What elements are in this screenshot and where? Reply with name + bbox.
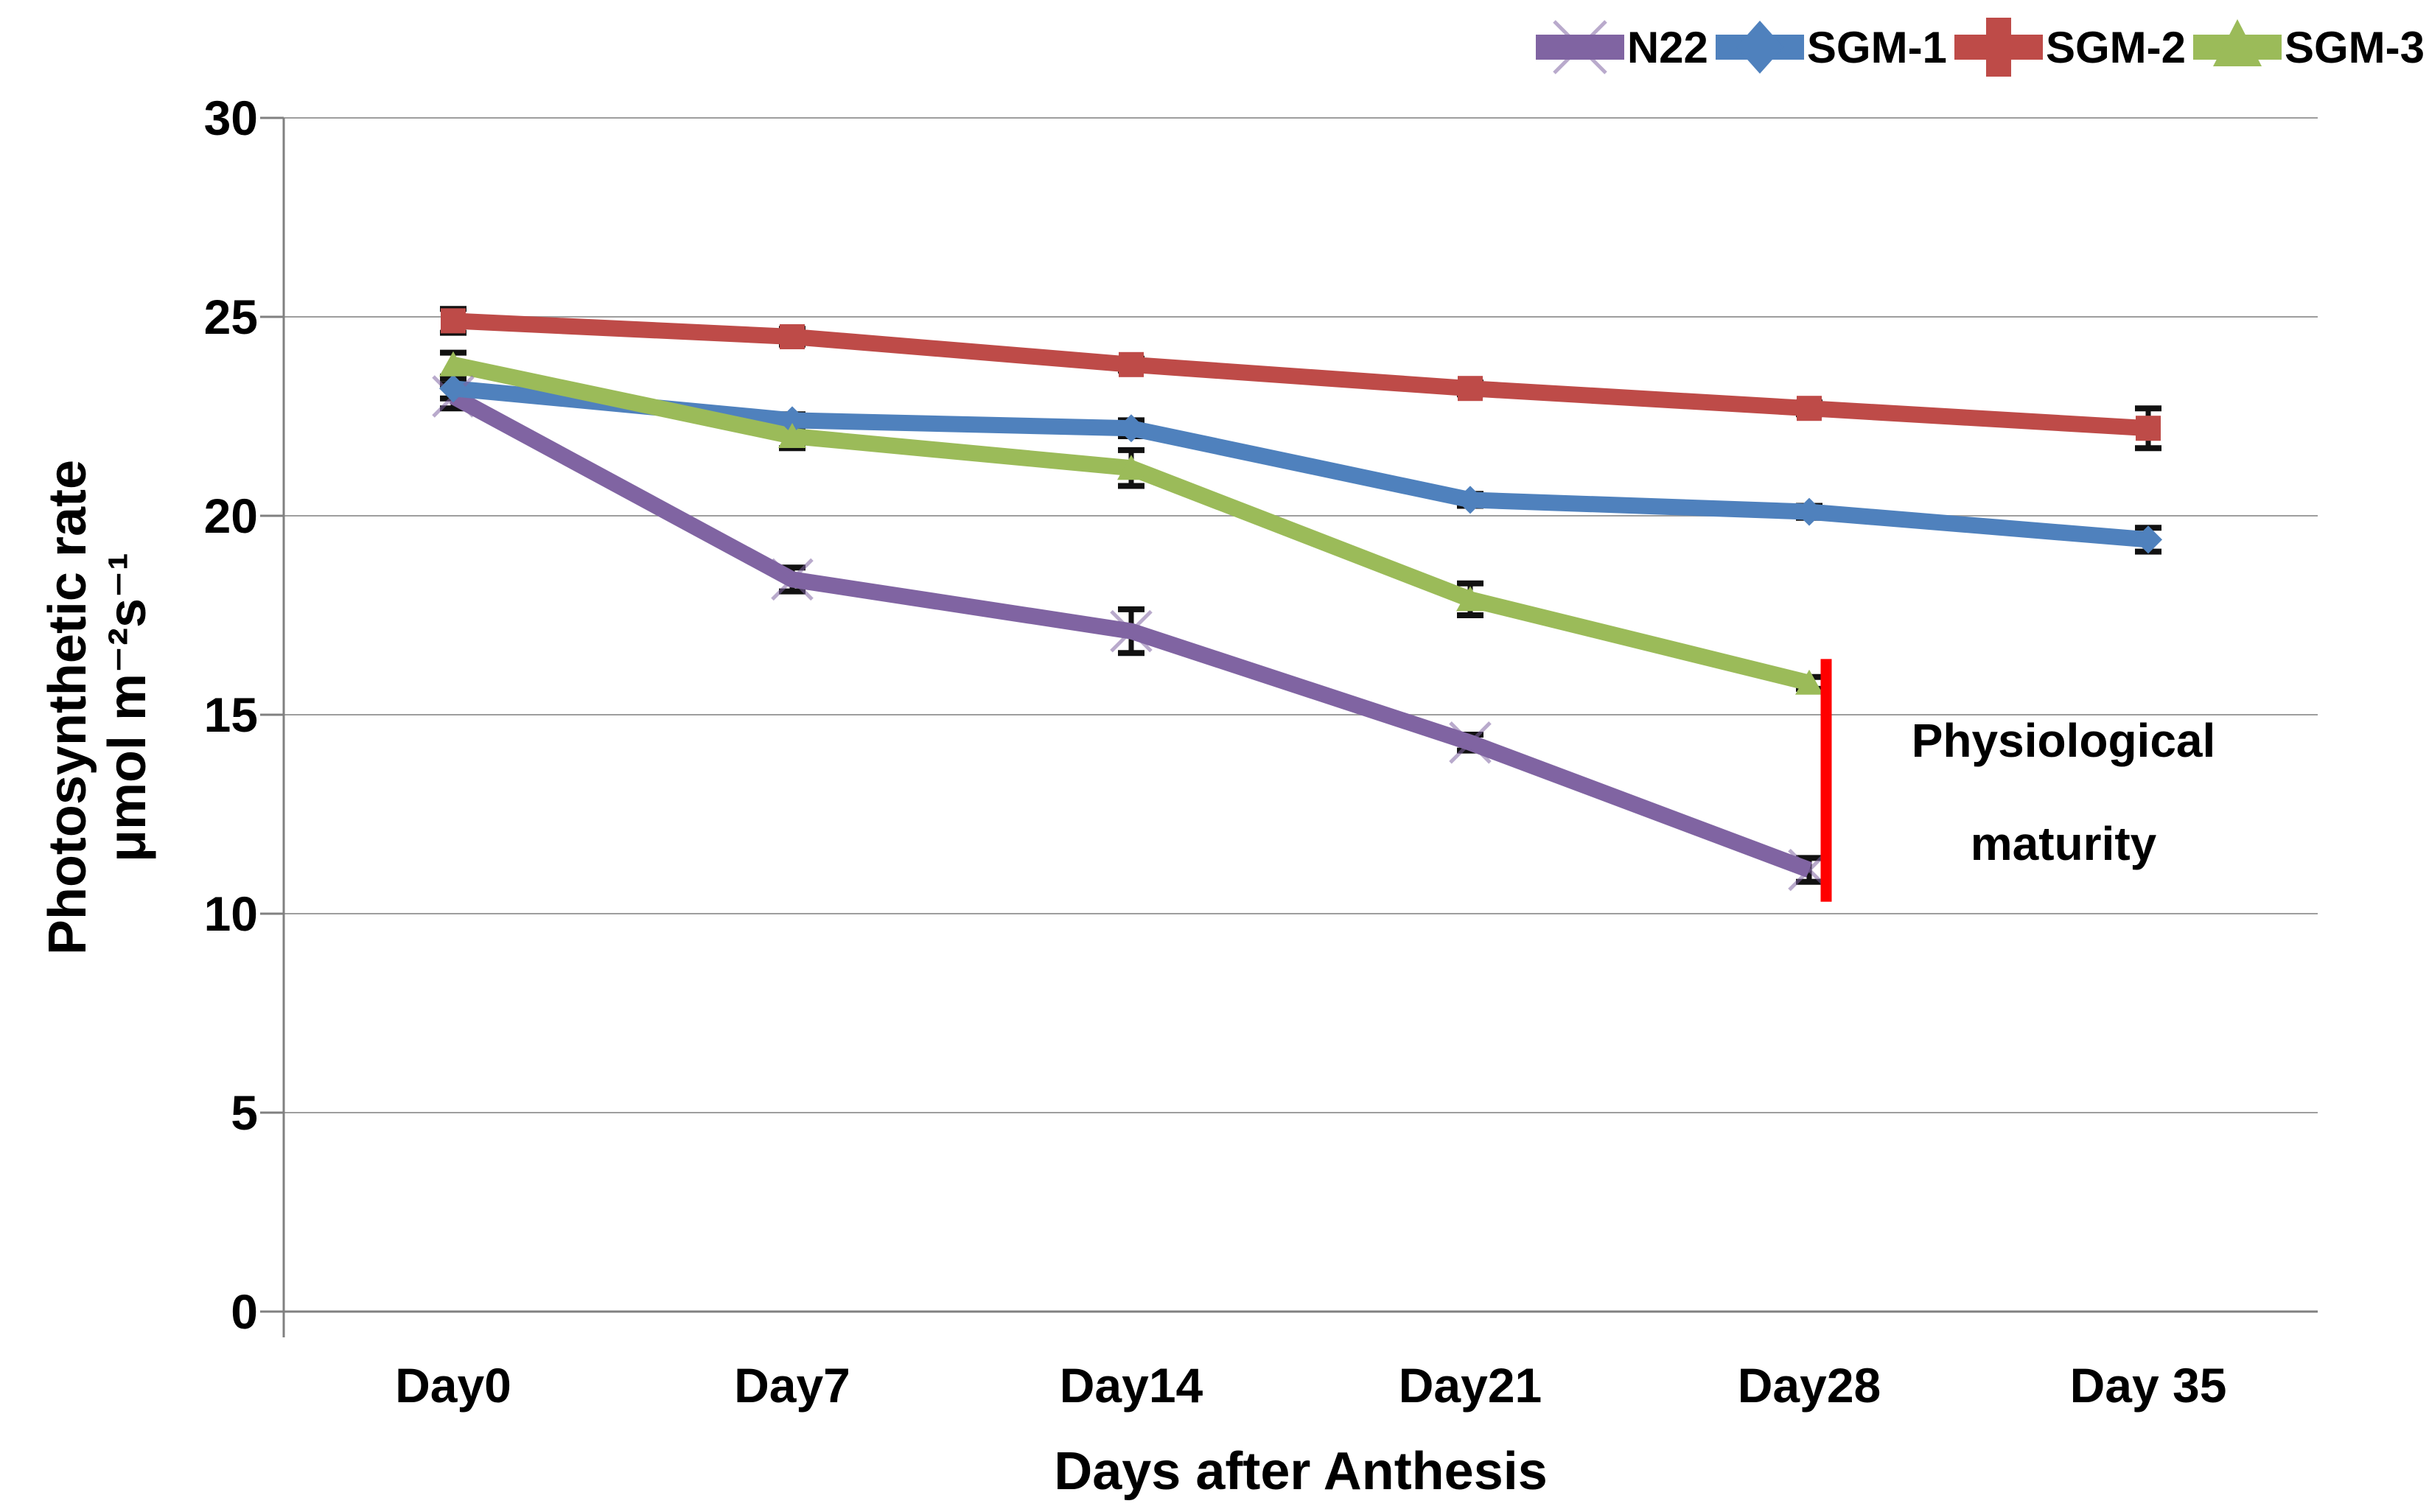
y-tick-label: 5	[231, 1085, 258, 1140]
x-tick-label: Day 35	[2069, 1358, 2227, 1413]
plus-marker-icon	[1954, 18, 2043, 77]
x-marker-icon	[1535, 20, 1624, 74]
legend-item-sgm2: SGM-2	[1954, 10, 2186, 84]
annotation-line1: Physiological	[1911, 714, 2216, 767]
legend-item-sgm3: SGM-3	[2192, 10, 2425, 84]
annotation-physiological-maturity: Physiological maturity	[1842, 689, 2285, 895]
legend-label: SGM-1	[1806, 22, 1947, 72]
triangle-marker-icon	[2192, 19, 2282, 66]
x-tick-label: Day28	[1737, 1358, 1881, 1413]
x-tick-label: Day21	[1398, 1358, 1542, 1413]
y-tick-label: 25	[203, 290, 258, 344]
y-tick-label: 15	[203, 687, 258, 742]
legend-label: N22	[1626, 22, 1708, 72]
x-tick-label: Day14	[1059, 1358, 1203, 1413]
y-axis-title-line1: Photosynthetic rate	[38, 459, 97, 956]
diamond-marker-icon	[1715, 21, 1804, 74]
y-tick-label: 30	[203, 91, 258, 145]
annotation-line2: maturity	[1970, 817, 2157, 870]
legend-label: SGM-2	[2045, 22, 2186, 72]
x-tick-label: Day0	[395, 1358, 511, 1413]
legend-label: SGM-3	[2284, 22, 2425, 72]
y-tick-label: 0	[231, 1284, 258, 1339]
legend-item-n22: N22	[1535, 10, 1708, 84]
legend-item-sgm1: SGM-1	[1715, 10, 1947, 84]
x-tick-label: Day7	[734, 1358, 850, 1413]
y-tick-label: 20	[203, 489, 258, 543]
y-tick-label: 10	[203, 886, 258, 941]
legend: N22 SGM-1 SGM-2 SGM-3	[1535, 10, 2425, 84]
y-axis-title-line2: μmol m⁻²s⁻¹	[98, 552, 157, 863]
x-axis-title: Days after Anthesis	[1054, 1442, 1548, 1501]
